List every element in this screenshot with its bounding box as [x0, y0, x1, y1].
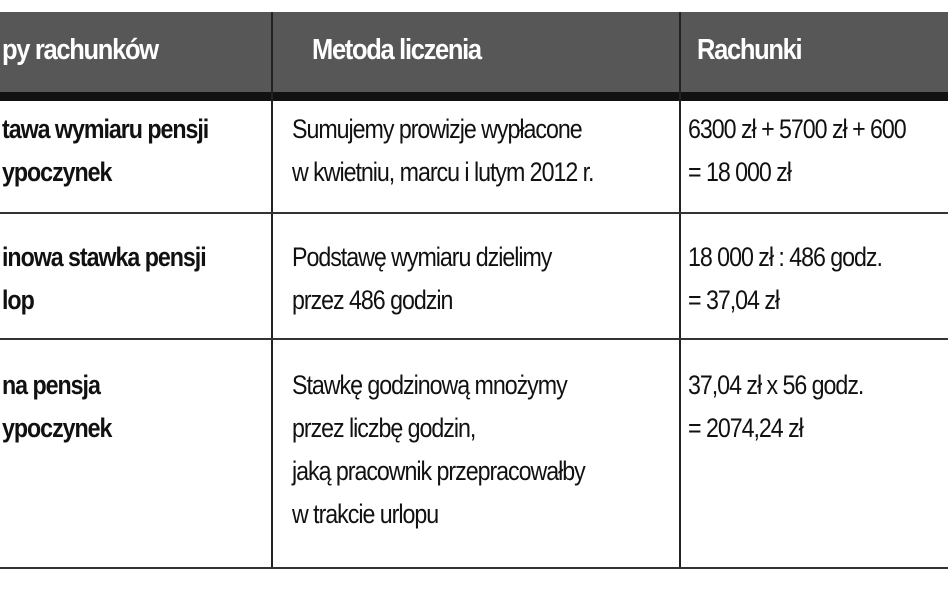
calc-line: = 18 000 zł [688, 157, 792, 187]
step-line: ypoczynek [2, 413, 112, 443]
calc-line: = 37,04 zł [688, 285, 780, 315]
calc-line: = 2074,24 zł [688, 413, 804, 443]
method-line: Sumujemy prowizje wypłacone [292, 114, 583, 144]
step-line: inowa stawka pensji [2, 242, 207, 272]
table-row-method: Podstawę wymiaru dzielimy przez 486 godz… [292, 236, 552, 322]
table-row-method: Stawkę godzinową mnożymy przez liczbę go… [292, 364, 586, 536]
table-header [0, 12, 948, 92]
method-line: Stawkę godzinową mnożymy [292, 370, 568, 400]
header-steps: py rachunków [2, 34, 159, 66]
table-row-calc: 6300 zł + 5700 zł + 600 = 18 000 zł [688, 108, 907, 194]
row-divider [0, 338, 948, 340]
method-line: jaką pracownik przepracowałby [292, 456, 586, 486]
header-method: Metoda liczenia [312, 34, 482, 66]
calculation-table: py rachunków Metoda liczenia Rachunki ta… [0, 12, 948, 569]
column-divider [271, 12, 273, 569]
step-line: ypoczynek [2, 157, 112, 187]
table-row-step: tawa wymiaru pensji ypoczynek [2, 108, 209, 194]
step-line: na pensja [2, 370, 101, 400]
table-row-method: Sumujemy prowizje wypłacone w kwietniu, … [292, 108, 595, 194]
header-calculations: Rachunki [697, 34, 803, 66]
calc-line: 6300 zł + 5700 zł + 600 [688, 114, 907, 144]
header-rule [0, 92, 948, 101]
step-line: lop [2, 285, 35, 315]
table-row-calc: 18 000 zł : 486 godz. = 37,04 zł [688, 236, 883, 322]
calc-line: 37,04 zł x 56 godz. [688, 370, 864, 400]
calc-line: 18 000 zł : 486 godz. [688, 242, 883, 272]
table-row-calc: 37,04 zł x 56 godz. = 2074,24 zł [688, 364, 864, 450]
column-divider [679, 12, 681, 569]
table-row-step: inowa stawka pensji lop [2, 236, 207, 322]
method-line: w trakcie urlopu [292, 499, 439, 529]
row-divider [0, 567, 948, 569]
method-line: w kwietniu, marcu i lutym 2012 r. [292, 157, 595, 187]
step-line: tawa wymiaru pensji [2, 114, 209, 144]
method-line: przez liczbę godzin, [292, 413, 476, 443]
row-divider [0, 212, 948, 214]
method-line: przez 486 godzin [292, 285, 453, 315]
table-row-step: na pensja ypoczynek [2, 364, 112, 450]
method-line: Podstawę wymiaru dzielimy [292, 242, 552, 272]
